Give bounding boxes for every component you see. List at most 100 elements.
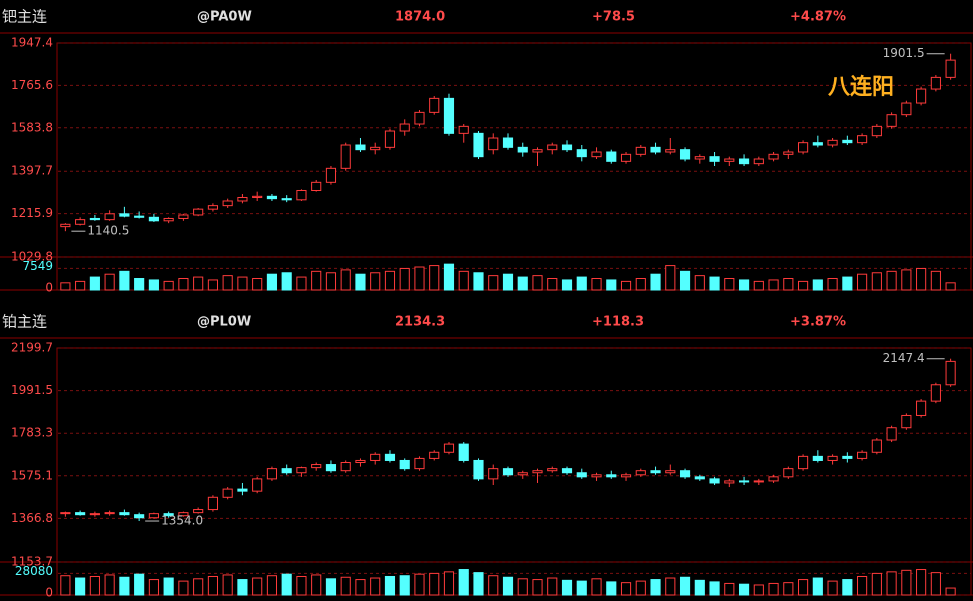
candle-body — [857, 135, 868, 144]
candle-body — [842, 455, 853, 459]
volume-bar — [709, 276, 720, 291]
volume-bar — [399, 267, 410, 291]
instrument-name: 铂主连 — [2, 313, 47, 331]
volume-bar — [355, 579, 366, 596]
volume-bar — [488, 275, 499, 291]
volume-tick-label: 0 — [45, 586, 53, 600]
candle-body — [355, 144, 366, 151]
volume-bar — [768, 582, 779, 596]
volume-bar — [237, 276, 248, 291]
candle-body — [768, 153, 779, 160]
volume-bar — [148, 279, 159, 291]
high-label: 2147.4 — [883, 351, 925, 365]
volume-bar — [355, 273, 366, 291]
volume-bar — [340, 576, 351, 596]
y-tick-label: 1991.5 — [11, 383, 53, 397]
volume-bar — [532, 275, 543, 291]
volume-bar — [458, 270, 469, 291]
volume-bar — [738, 583, 750, 596]
price-change: +118.3 — [592, 315, 644, 330]
candle-body — [768, 476, 779, 482]
candle-body — [547, 144, 558, 151]
volume-bar — [576, 580, 587, 596]
volume-bar — [311, 270, 322, 291]
candle-body — [738, 480, 750, 483]
candle-body — [266, 195, 278, 200]
volume-bar — [252, 577, 263, 596]
candle-body — [266, 468, 278, 480]
volume-bar — [458, 569, 469, 596]
candle-body — [458, 443, 469, 461]
candle-body — [916, 88, 927, 104]
candle-body — [561, 468, 573, 474]
price-change: +78.5 — [592, 10, 635, 25]
volume-bar — [842, 579, 853, 596]
candle-body — [207, 205, 218, 210]
y-tick-label: 1029.8 — [11, 250, 53, 264]
candle-body — [753, 158, 764, 165]
candle-body — [370, 146, 381, 151]
candle-body — [517, 472, 528, 476]
candle-body — [694, 476, 705, 480]
candle-body — [384, 453, 396, 461]
volume-bar — [237, 579, 248, 596]
volume-bar — [798, 280, 809, 291]
volume-bar — [89, 575, 100, 596]
volume-bar — [871, 572, 882, 596]
volume-bar — [75, 577, 86, 596]
candle-body — [134, 215, 145, 218]
volume-bar — [665, 577, 676, 596]
candle-body — [89, 513, 100, 516]
candle-body — [886, 427, 897, 441]
candle-body — [429, 97, 440, 113]
volume-bar — [502, 273, 514, 291]
volume-bar — [930, 270, 941, 291]
candle-body — [296, 467, 307, 474]
candle-body — [281, 468, 292, 474]
volume-bar — [694, 579, 705, 596]
candle-body — [724, 158, 735, 162]
candle-body — [311, 181, 322, 191]
volume-bar — [635, 278, 646, 291]
candle-body — [104, 512, 115, 515]
volume-bar — [945, 282, 956, 291]
candle-body — [148, 513, 159, 519]
volume-bar — [178, 278, 189, 291]
volume-bar — [75, 280, 86, 291]
volume-bar — [738, 279, 750, 291]
volume-bar — [532, 579, 543, 596]
candle-body — [60, 223, 71, 228]
candle-body — [679, 470, 691, 478]
volume-bar — [679, 576, 691, 596]
volume-bar — [134, 278, 145, 291]
candle-body — [473, 459, 484, 480]
candle-body — [783, 151, 794, 155]
candle-body — [886, 114, 897, 127]
candle-body — [252, 195, 263, 198]
volume-bar — [473, 272, 484, 291]
candle-body — [812, 455, 823, 461]
candle-body — [665, 470, 676, 474]
volume-bar — [930, 572, 941, 596]
candle-body — [193, 208, 204, 216]
volume-bar — [576, 276, 587, 291]
y-tick-label: 2199.7 — [11, 341, 53, 355]
candle-body — [104, 213, 115, 221]
candle-body — [458, 125, 469, 134]
candle-body — [325, 167, 337, 183]
volume-bar — [252, 278, 263, 291]
candle-body — [620, 153, 632, 162]
volume-bar — [724, 582, 735, 596]
y-tick-label: 1575.1 — [11, 468, 53, 482]
low-label: 1354.0 — [161, 514, 203, 528]
candle-body — [591, 151, 602, 158]
volume-bar — [561, 579, 573, 596]
candle-body — [473, 132, 484, 158]
candle-body — [340, 462, 351, 472]
candle-body — [635, 146, 646, 155]
candle-body — [163, 217, 174, 222]
candle-body — [842, 139, 853, 144]
volume-bar — [783, 582, 794, 596]
candle-body — [812, 142, 823, 146]
